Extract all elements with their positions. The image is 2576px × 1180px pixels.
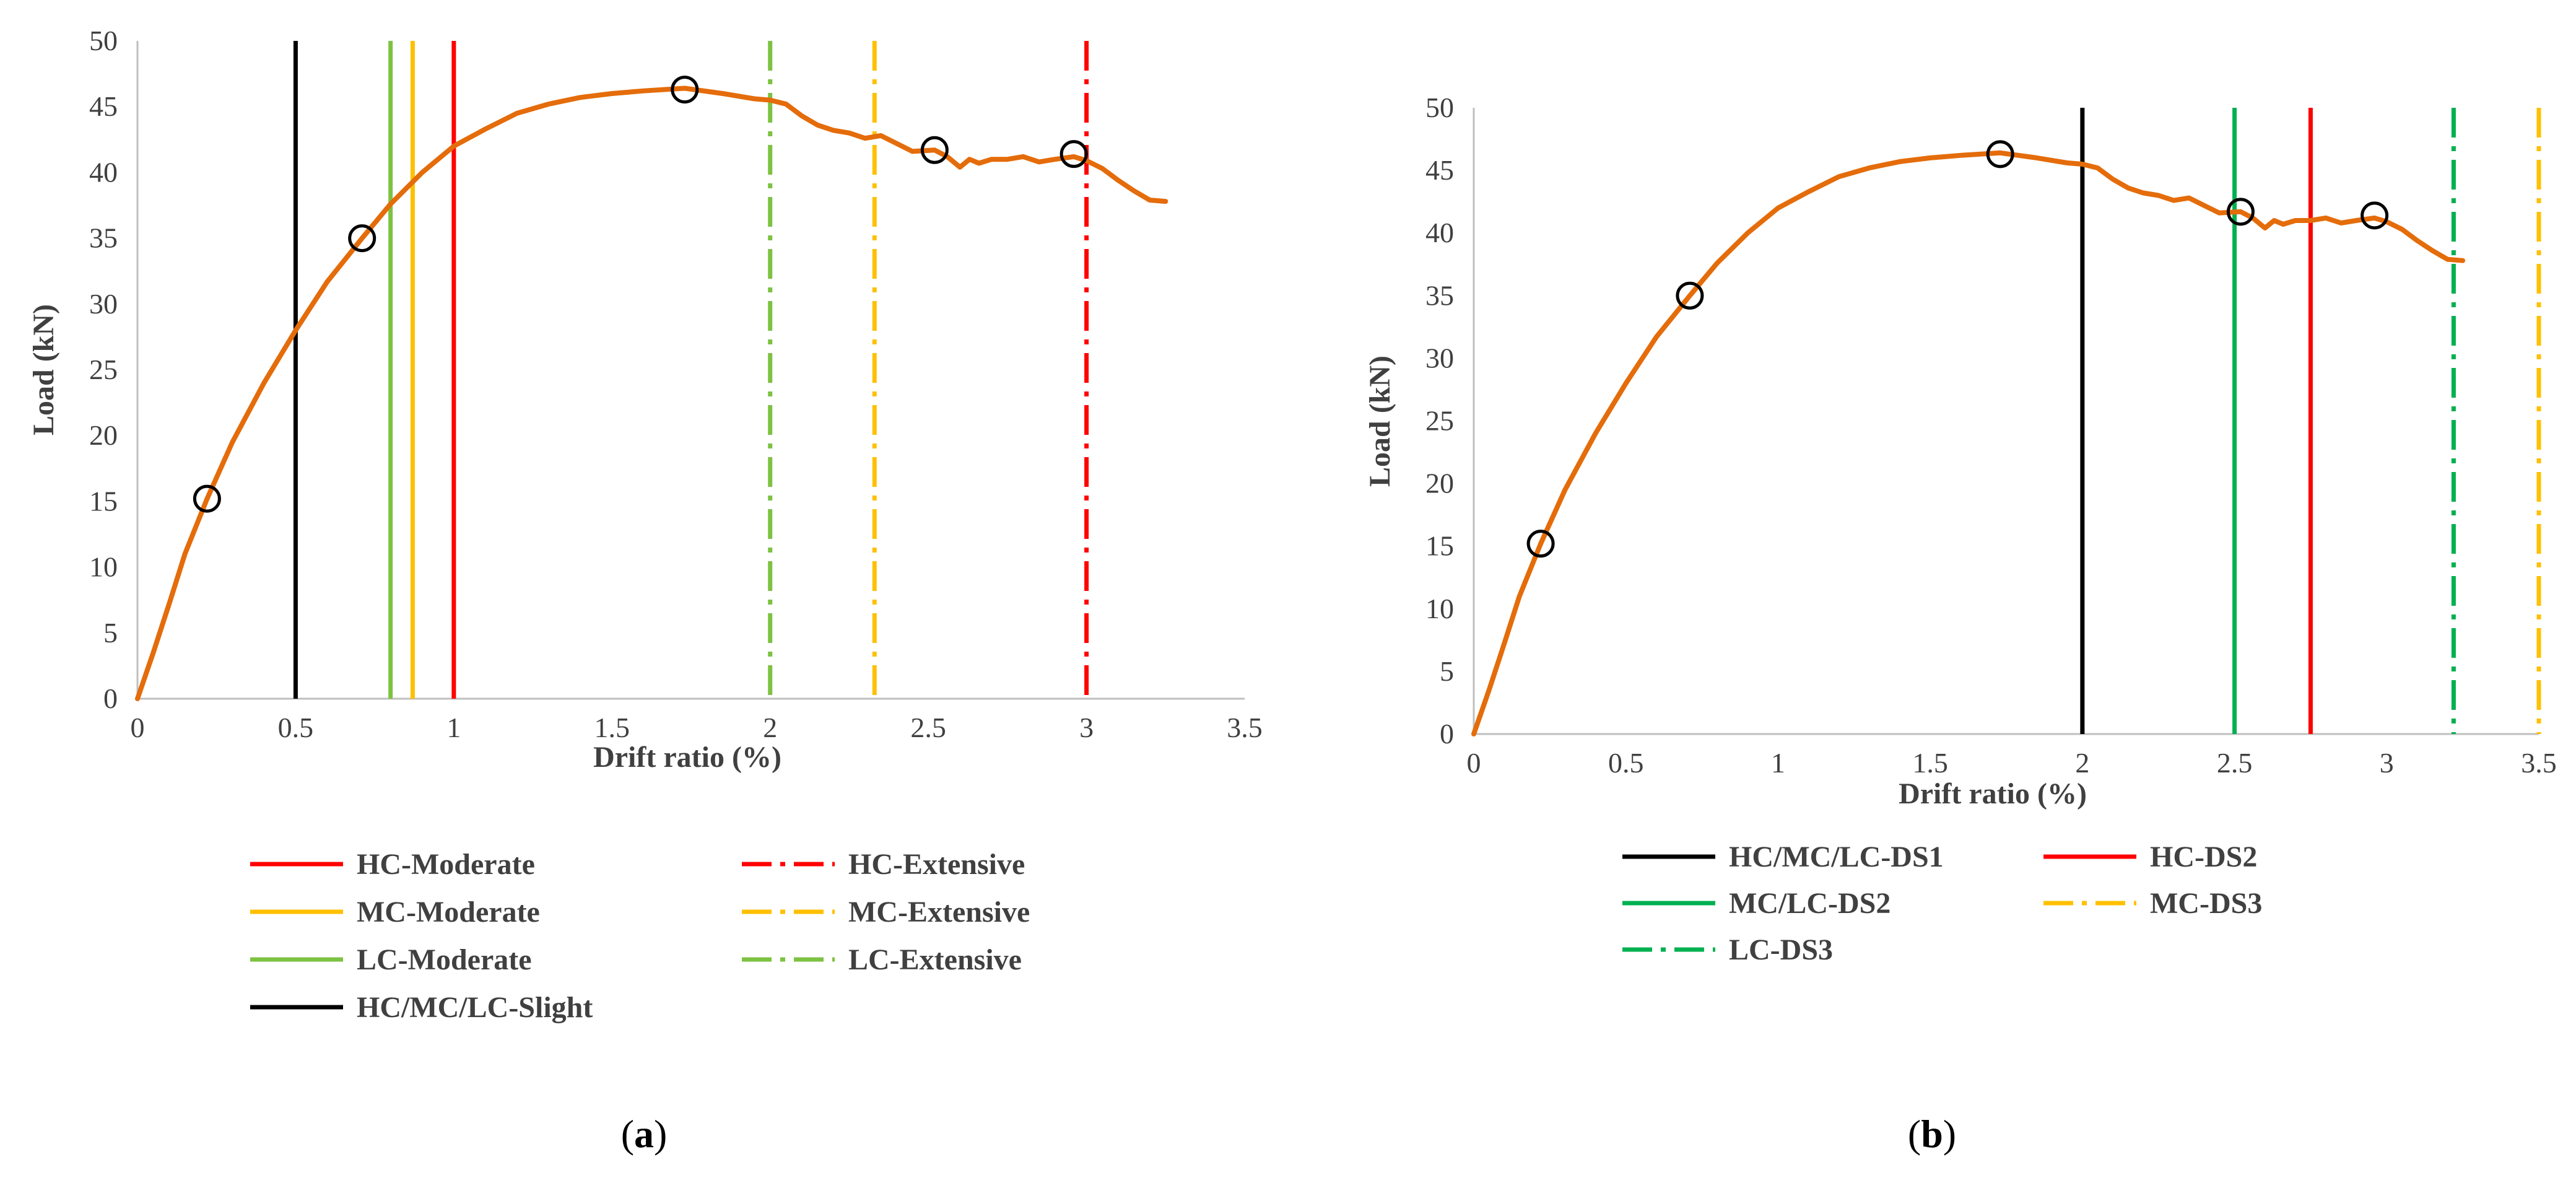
chart-a-legend-label-mc-moderate: MC-Moderate [357, 896, 540, 929]
chart-b-x-tick-label: 2 [2075, 747, 2089, 779]
chart-a-load-curve [135, 85, 1168, 701]
chart-b-marker-point [1676, 281, 1704, 310]
chart-b-x-tick-label: 3 [2380, 747, 2394, 779]
chart-a-marker-point [348, 224, 376, 253]
chart-a-y-tick-label: 15 [89, 485, 118, 517]
chart-a-x-tick-label: 3.5 [1227, 712, 1263, 743]
chart-b-markers [1526, 140, 2389, 558]
chart-b-marker-point [1526, 530, 1555, 558]
chart-a-y-tick-label: 5 [103, 617, 118, 649]
chart-a-marker-point [1060, 140, 1088, 168]
chart-a-y-tick-label: 50 [89, 25, 118, 56]
chart-b-y-tick-label: 15 [1425, 530, 1454, 562]
chart-b-legend: HC/MC/LC-DS1 HC-DS2 MC/LC-DS2 MC-DS3 LC-DS3 [1622, 841, 2262, 966]
chart-a-legend-label-lc-moderate: LC-Moderate [357, 943, 532, 976]
chart-a-y-tick-label: 30 [89, 288, 118, 320]
chart-b-y-axis-title: Load (kN) [1364, 356, 1396, 487]
chart-b-load-curve [1471, 150, 2466, 736]
chart-b-legend-label-hc-mc-lc-ds1: HC/MC/LC-DS1 [1729, 841, 1944, 873]
chart-panel-a: 0 0.5 1 1.5 2 2.5 3 3.5 0 5 10 15 20 25 30 35 40 45 50 Dri… [0, 0, 1288, 1177]
chart-a-x-axis-title: Drift ratio (%) [593, 741, 781, 774]
chart-b-legend-label-lc-ds3: LC-DS3 [1729, 933, 1833, 966]
chart-a-marker-point [671, 76, 699, 104]
chart-b-x-tick-label: 0.5 [1608, 747, 1644, 779]
chart-b-vlines [2080, 108, 2541, 734]
chart-a-legend: HC-Moderate HC-Extensive MC-Moderate MC-Ext… [250, 848, 1030, 1024]
chart-b-y-tick-label: 0 [1440, 718, 1454, 750]
chart-a-vlines [293, 41, 1089, 699]
chart-a-y-tick-label: 10 [89, 551, 118, 583]
chart-b-y-tick-label: 35 [1425, 279, 1454, 311]
chart-b-y-tick-label: 10 [1425, 593, 1454, 624]
chart-a-series [135, 85, 1168, 701]
chart-a-y-tick-label: 35 [89, 222, 118, 254]
chart-b-x-tick-label: 3.5 [2521, 747, 2557, 779]
chart-b-legend-label-mc-lc-ds2: MC/LC-DS2 [1729, 887, 1891, 920]
chart-b-y-tick-label: 5 [1440, 655, 1454, 687]
chart-b-y-tick-label: 45 [1425, 154, 1454, 186]
chart-a-x-tick-label: 1.5 [594, 712, 630, 743]
chart-b-marker-point [2361, 201, 2389, 230]
panel-label-a: (a) [621, 1112, 668, 1156]
chart-b-legend-label-mc-ds3: MC-DS3 [2150, 887, 2262, 920]
chart-a-legend-label-mc-extensive: MC-Extensive [848, 896, 1030, 929]
chart-a-y-tick-label: 25 [89, 354, 118, 385]
chart-b-y-tick-label: 20 [1425, 468, 1454, 499]
chart-a-y-tick-label: 20 [89, 419, 118, 451]
chart-b-svg: 0 0.5 1 1.5 2 2.5 3 3.5 0 5 10 15 20 25 30 35 40 45 50 Dri… [1364, 92, 2557, 1156]
chart-b-x-tick-label: 1.5 [1912, 747, 1948, 779]
chart-a-x-tick-label: 3 [1079, 712, 1094, 743]
chart-a-markers [193, 76, 1088, 513]
chart-b-y-tick-label: 30 [1425, 342, 1454, 374]
chart-b-x-axis-title: Drift ratio (%) [1899, 777, 2087, 810]
chart-a-legend-label-hc-mc-lc-slight: HC/MC/LC-Slight [357, 991, 593, 1024]
chart-a-x-tick-label: 2.5 [910, 712, 946, 743]
chart-a-marker-point [193, 484, 221, 513]
chart-a-y-axis-title: Load (kN) [27, 304, 60, 435]
chart-b-y-tick-label: 50 [1425, 92, 1454, 123]
chart-a-x-tick-label: 1 [446, 712, 461, 743]
chart-b-series [1471, 150, 2466, 736]
chart-a-legend-label-lc-extensive: LC-Extensive [848, 943, 1022, 976]
chart-b-x-tick-label: 0 [1467, 747, 1481, 779]
chart-b-axes: 0 0.5 1 1.5 2 2.5 3 3.5 0 5 10 15 20 25 30 35 40 45 50 [1425, 92, 2557, 779]
chart-b-y-tick-label: 25 [1425, 405, 1454, 437]
chart-panel-b: 0 0.5 1 1.5 2 2.5 3 3.5 0 5 10 15 20 25 30 35 40 45 50 Dri… [1288, 0, 2576, 1177]
chart-b-x-tick-label: 2.5 [2217, 747, 2253, 779]
chart-a-x-tick-label: 0 [131, 712, 145, 743]
chart-a-y-tick-label: 0 [103, 683, 118, 714]
chart-b-legend-label-hc-ds2: HC-DS2 [2150, 841, 2257, 873]
chart-a-x-tick-label: 2 [763, 712, 777, 743]
chart-a-y-tick-label: 45 [89, 90, 118, 122]
chart-a-marker-point [920, 136, 949, 164]
chart-b-marker-point [2226, 198, 2255, 226]
chart-a-legend-label-hc-moderate: HC-Moderate [357, 848, 535, 881]
chart-a-svg: 0 0.5 1 1.5 2 2.5 3 3.5 0 5 10 15 20 25 30 35 40 45 50 Dri… [27, 25, 1263, 1156]
chart-b-marker-point [1986, 140, 2014, 168]
chart-a-y-tick-label: 40 [89, 156, 118, 188]
panel-label-b: (b) [1908, 1112, 1956, 1156]
chart-a-legend-label-hc-extensive: HC-Extensive [848, 848, 1025, 881]
chart-b-x-tick-label: 1 [1771, 747, 1785, 779]
chart-b-y-tick-label: 40 [1425, 217, 1454, 248]
chart-a-axes: 0 0.5 1 1.5 2 2.5 3 3.5 0 5 10 15 20 25 30 35 40 45 50 [89, 25, 1263, 743]
chart-a-x-tick-label: 0.5 [278, 712, 314, 743]
